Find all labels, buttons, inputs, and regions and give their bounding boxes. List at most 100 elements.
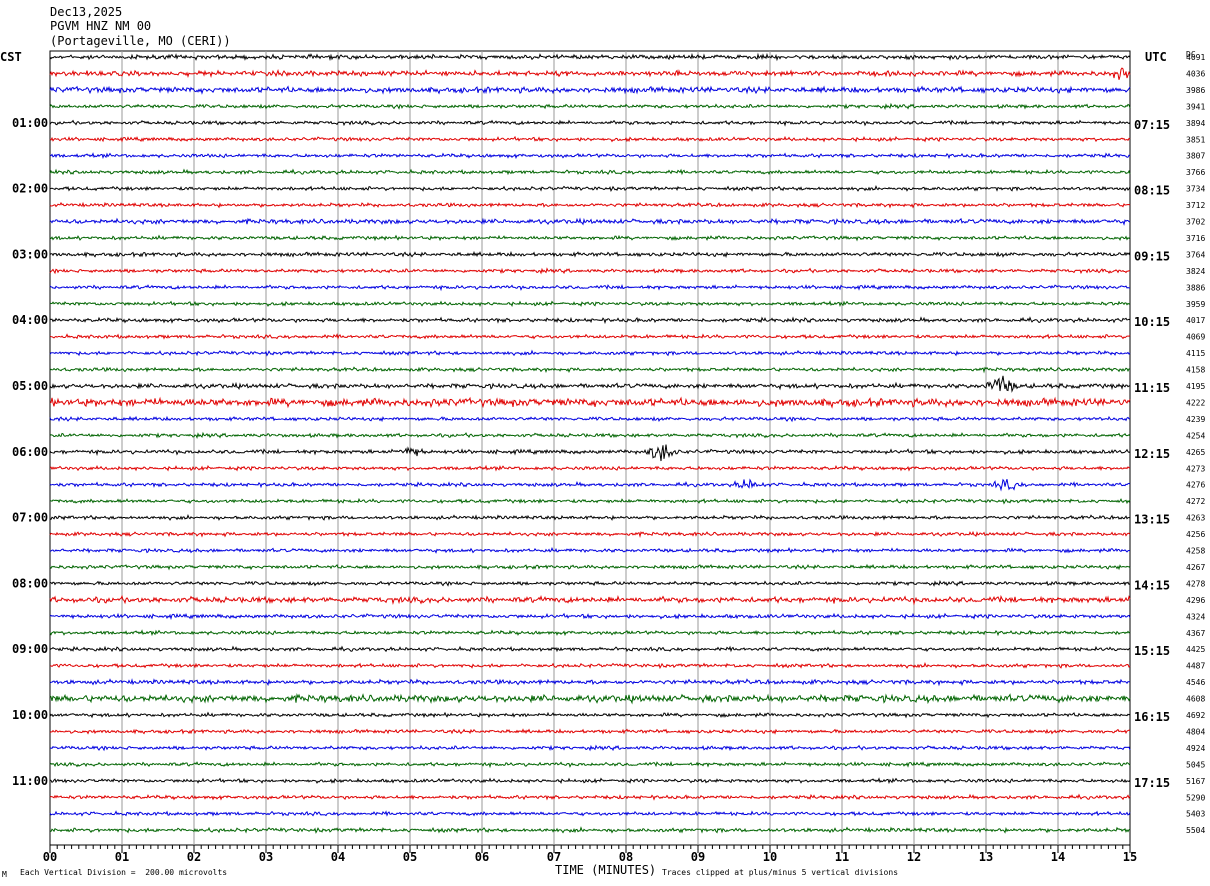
- seismic-trace: [49, 594, 1131, 606]
- dc-offset-label: 4608: [1186, 695, 1205, 704]
- dc-label: DC: [1186, 50, 1196, 59]
- left-hour-label: 08:00: [12, 576, 48, 590]
- x-tick-label: 14: [1051, 850, 1065, 864]
- right-hour-label: 10:15: [1134, 315, 1170, 329]
- dc-offset-label: 4017: [1186, 316, 1205, 325]
- seismic-trace: [49, 678, 1131, 687]
- dc-offset-label: 3886: [1186, 283, 1205, 292]
- seismic-trace: [49, 530, 1131, 538]
- plot-date: Dec13,2025: [50, 5, 123, 19]
- left-hour-label: 05:00: [12, 379, 48, 393]
- seismic-trace: [49, 250, 1131, 258]
- seismic-trace: [49, 464, 1131, 472]
- dc-offset-label: 4265: [1186, 448, 1205, 457]
- dc-offset-label: 4258: [1186, 547, 1205, 556]
- seismic-trace: [49, 102, 1131, 110]
- x-tick-label: 01: [115, 850, 129, 864]
- dc-offset-label: 5290: [1186, 793, 1205, 802]
- seismic-trace: [49, 333, 1131, 340]
- right-hour-label: 17:15: [1134, 776, 1170, 790]
- dc-offset-label: 4091: [1186, 53, 1205, 62]
- dc-offset-label: 5045: [1186, 760, 1205, 769]
- dc-offset-label: 4924: [1186, 744, 1205, 753]
- seismic-trace: [49, 444, 1131, 462]
- x-tick-label: 00: [43, 850, 57, 864]
- x-tick-label: 02: [187, 850, 201, 864]
- right-hour-label: 16:15: [1134, 710, 1170, 724]
- left-hour-label: 07:00: [12, 511, 48, 525]
- left-hour-label: 10:00: [12, 708, 48, 722]
- seismic-trace: [49, 711, 1131, 719]
- right-hour-label: 09:15: [1134, 249, 1170, 263]
- dc-offset-label: 4273: [1186, 464, 1205, 473]
- dc-offset-label: 4036: [1186, 69, 1205, 78]
- left-hour-label: 09:00: [12, 642, 48, 656]
- footer-mark: M: [2, 870, 7, 879]
- right-timezone-label: UTC: [1145, 50, 1167, 64]
- x-tick-label: 09: [691, 850, 705, 864]
- dc-offset-label: 4324: [1186, 612, 1205, 621]
- x-tick-label: 10: [763, 850, 777, 864]
- dc-offset-label: 4254: [1186, 431, 1205, 440]
- clip-note: Traces clipped at plus/minus 5 vertical …: [662, 868, 899, 877]
- dc-offset-label: 4425: [1186, 645, 1205, 654]
- dc-offset-label: 4263: [1186, 514, 1205, 523]
- dc-offset-label: 3824: [1186, 267, 1205, 276]
- right-hour-label: 12:15: [1134, 447, 1170, 461]
- dc-offset-label: 4272: [1186, 497, 1205, 506]
- seismic-trace: [49, 513, 1130, 521]
- dc-offset-label: 3851: [1186, 135, 1205, 144]
- dc-offset-label: 4115: [1186, 349, 1205, 358]
- seismic-trace: [49, 52, 1131, 62]
- scale-note: Each Vertical Division = 200.00 microvol…: [20, 868, 228, 877]
- right-hour-label: 14:15: [1134, 578, 1170, 592]
- station-code: PGVM HNZ NM 00: [50, 19, 152, 33]
- seismic-trace: [49, 152, 1131, 160]
- seismic-trace: [49, 267, 1131, 275]
- seismic-trace: [49, 629, 1131, 637]
- seismic-trace: [49, 300, 1131, 308]
- seismic-trace: [49, 760, 1131, 769]
- dc-offset-label: 4222: [1186, 398, 1205, 407]
- dc-offset-label: 4256: [1186, 530, 1205, 539]
- x-tick-label: 13: [979, 850, 993, 864]
- dc-offset-label: 3766: [1186, 168, 1205, 177]
- seismic-trace: [49, 547, 1131, 554]
- dc-offset-label: 3807: [1186, 152, 1205, 161]
- seismic-trace: [49, 793, 1131, 801]
- seismic-trace: [49, 478, 1131, 492]
- dc-offset-label: 4276: [1186, 481, 1205, 490]
- seismic-trace: [49, 375, 1131, 393]
- seismic-trace: [49, 283, 1131, 292]
- seismic-trace: [49, 135, 1131, 143]
- seismic-trace: [49, 579, 1131, 587]
- seismic-trace: [49, 692, 1131, 705]
- dc-offset-label: 4546: [1186, 678, 1205, 687]
- x-tick-label: 12: [907, 850, 921, 864]
- left-hour-label: 04:00: [12, 313, 48, 327]
- dc-offset-label: 4804: [1186, 727, 1205, 736]
- seismic-trace: [49, 415, 1131, 423]
- left-hour-label: 11:00: [12, 774, 48, 788]
- x-tick-label: 04: [331, 850, 345, 864]
- x-tick-label: 05: [403, 850, 417, 864]
- right-hour-label: 13:15: [1134, 513, 1170, 527]
- left-hour-label: 06:00: [12, 445, 48, 459]
- left-hour-label: 03:00: [12, 247, 48, 261]
- seismic-trace: [49, 563, 1131, 571]
- seismic-trace: [49, 349, 1131, 357]
- dc-offset-label: 4367: [1186, 629, 1205, 638]
- x-tick-label: 15: [1123, 850, 1137, 864]
- x-tick-label: 06: [475, 850, 489, 864]
- dc-offset-label: 4296: [1186, 596, 1205, 605]
- x-tick-label: 07: [547, 850, 561, 864]
- x-tick-label: 11: [835, 850, 849, 864]
- dc-offset-label: 4195: [1186, 382, 1205, 391]
- dc-offset-label: 5167: [1186, 777, 1205, 786]
- seismic-trace: [49, 777, 1131, 785]
- right-hour-label: 08:15: [1134, 184, 1170, 198]
- left-hour-label: 01:00: [12, 116, 48, 130]
- station-location: (Portageville, MO (CERI)): [50, 34, 231, 48]
- seismic-trace: [49, 67, 1131, 80]
